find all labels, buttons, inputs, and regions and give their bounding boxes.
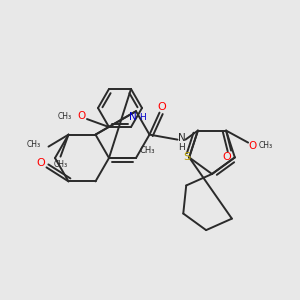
Text: O: O (36, 158, 45, 168)
Text: N: N (178, 133, 185, 142)
Text: CH₃: CH₃ (58, 112, 72, 121)
Text: CH₃: CH₃ (139, 146, 154, 155)
Text: H: H (139, 113, 145, 122)
Text: CH₃: CH₃ (53, 160, 68, 169)
Text: H: H (178, 143, 185, 152)
Text: CH₃: CH₃ (26, 140, 40, 149)
Text: O: O (223, 152, 232, 162)
Text: N: N (129, 112, 137, 122)
Text: O: O (157, 102, 166, 112)
Text: S: S (184, 152, 191, 162)
Text: O: O (248, 141, 256, 151)
Text: CH₃: CH₃ (259, 141, 273, 150)
Text: O: O (77, 111, 85, 121)
